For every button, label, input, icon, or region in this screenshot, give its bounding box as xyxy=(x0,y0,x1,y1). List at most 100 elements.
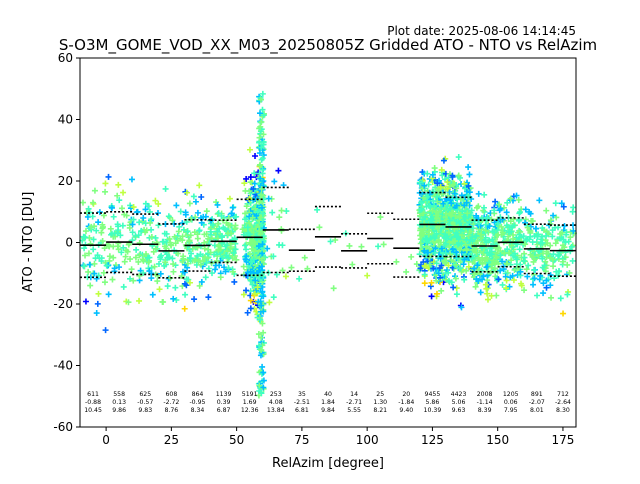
bin-count-label: 25 xyxy=(376,391,384,398)
data-point xyxy=(145,203,152,210)
data-point xyxy=(436,265,443,272)
data-point xyxy=(254,284,261,291)
data-point xyxy=(458,268,465,275)
data-point xyxy=(507,274,514,281)
data-point xyxy=(152,245,159,252)
bin-std-label: 12.36 xyxy=(241,407,259,414)
data-point xyxy=(209,270,216,277)
data-point xyxy=(246,146,253,153)
data-point xyxy=(270,253,277,260)
data-point xyxy=(129,229,136,236)
data-point xyxy=(447,197,454,204)
data-point xyxy=(120,283,127,290)
data-point xyxy=(275,167,282,174)
data-point xyxy=(258,302,265,309)
data-point xyxy=(548,294,555,301)
data-point xyxy=(426,254,433,261)
data-point xyxy=(314,206,321,213)
data-point xyxy=(126,224,133,231)
data-point xyxy=(191,296,198,303)
x-tick-label: 150 xyxy=(486,433,509,447)
data-point xyxy=(504,199,511,206)
data-point xyxy=(288,264,295,271)
data-point xyxy=(449,209,456,216)
bin-std-label: 8.30 xyxy=(556,407,570,414)
data-point xyxy=(393,258,400,265)
data-point xyxy=(89,199,96,206)
bin-count-label: 1205 xyxy=(503,391,519,398)
data-point xyxy=(260,177,267,184)
data-point xyxy=(439,245,446,252)
data-point xyxy=(132,232,139,239)
data-point xyxy=(182,211,189,218)
data-point xyxy=(103,262,110,269)
data-point xyxy=(482,227,489,234)
data-point xyxy=(543,284,550,291)
data-point xyxy=(100,212,107,219)
bin-std-label: 8.39 xyxy=(478,407,492,414)
x-tick-label: 100 xyxy=(356,433,379,447)
data-point xyxy=(116,264,123,271)
data-point xyxy=(453,291,460,298)
data-point xyxy=(217,274,224,281)
data-point xyxy=(569,257,576,264)
data-point xyxy=(461,202,468,209)
data-point xyxy=(98,258,105,265)
data-point xyxy=(448,200,455,207)
data-point xyxy=(445,262,452,269)
data-point xyxy=(498,231,505,238)
bin-mean-label: -1.14 xyxy=(477,399,493,406)
data-point xyxy=(459,208,466,215)
data-point xyxy=(327,238,334,245)
data-point xyxy=(425,181,432,188)
data-point xyxy=(231,278,238,285)
data-point xyxy=(231,253,238,260)
data-point xyxy=(252,277,259,284)
data-point xyxy=(98,229,105,236)
bin-mean-label: 0.13 xyxy=(112,399,126,406)
data-point xyxy=(422,235,429,242)
data-point xyxy=(468,255,475,262)
data-point xyxy=(109,276,116,283)
bin-std-label: 9.83 xyxy=(138,407,152,414)
bin-mean-label: -0.57 xyxy=(137,399,153,406)
data-point xyxy=(173,297,180,304)
data-point xyxy=(547,272,554,279)
data-point xyxy=(180,253,187,260)
bin-std-label: 9.86 xyxy=(112,407,126,414)
data-point xyxy=(531,275,538,282)
data-point xyxy=(453,261,460,268)
data-point xyxy=(246,213,253,220)
data-point xyxy=(214,228,221,235)
data-point xyxy=(475,254,482,261)
data-point xyxy=(523,237,530,244)
bin-mean-label: 1.69 xyxy=(243,399,257,406)
data-point xyxy=(426,261,433,268)
data-point xyxy=(445,229,452,236)
data-point xyxy=(511,222,518,229)
data-point xyxy=(165,213,172,220)
data-point xyxy=(421,271,428,278)
data-point xyxy=(547,282,554,289)
data-point xyxy=(424,170,431,177)
data-point xyxy=(260,377,267,384)
data-point xyxy=(542,268,549,275)
x-tick-label: 175 xyxy=(551,433,574,447)
data-point xyxy=(475,203,482,210)
data-point xyxy=(510,277,517,284)
x-axis: 0 25 50 75 100 125 150 175 xyxy=(102,427,574,447)
data-point xyxy=(91,223,98,230)
data-point xyxy=(118,249,125,256)
data-point xyxy=(253,287,260,294)
data-point xyxy=(531,267,538,274)
data-point xyxy=(243,175,250,182)
data-point xyxy=(257,175,264,182)
data-point xyxy=(256,198,263,205)
data-point xyxy=(194,252,201,259)
data-point xyxy=(259,250,266,257)
data-point xyxy=(521,287,528,294)
bin-count-label: 4423 xyxy=(451,391,467,398)
data-point xyxy=(471,218,478,225)
data-point xyxy=(87,282,94,289)
